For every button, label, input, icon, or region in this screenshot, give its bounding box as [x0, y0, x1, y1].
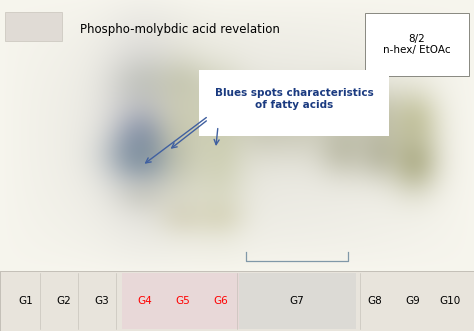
Text: G4: G4 — [137, 296, 152, 306]
Text: Blues spots characteristics
of fatty acids: Blues spots characteristics of fatty aci… — [215, 88, 373, 110]
FancyBboxPatch shape — [199, 70, 389, 136]
Text: 8/2
n-hex/ EtOAc: 8/2 n-hex/ EtOAc — [383, 34, 451, 56]
Text: G7: G7 — [289, 296, 304, 306]
Text: G3: G3 — [94, 296, 109, 306]
FancyBboxPatch shape — [239, 273, 356, 329]
Text: G5: G5 — [175, 296, 190, 306]
Text: G1: G1 — [18, 296, 34, 306]
Text: G10: G10 — [440, 296, 461, 306]
FancyBboxPatch shape — [198, 273, 243, 329]
Text: Phospho-molybdic acid revelation: Phospho-molybdic acid revelation — [80, 23, 280, 36]
FancyBboxPatch shape — [160, 273, 205, 329]
FancyBboxPatch shape — [365, 13, 469, 76]
Text: G2: G2 — [56, 296, 72, 306]
FancyBboxPatch shape — [122, 273, 167, 329]
Text: G8: G8 — [367, 296, 382, 306]
FancyBboxPatch shape — [0, 271, 474, 331]
Text: G9: G9 — [405, 296, 420, 306]
Text: G6: G6 — [213, 296, 228, 306]
FancyBboxPatch shape — [5, 12, 62, 41]
